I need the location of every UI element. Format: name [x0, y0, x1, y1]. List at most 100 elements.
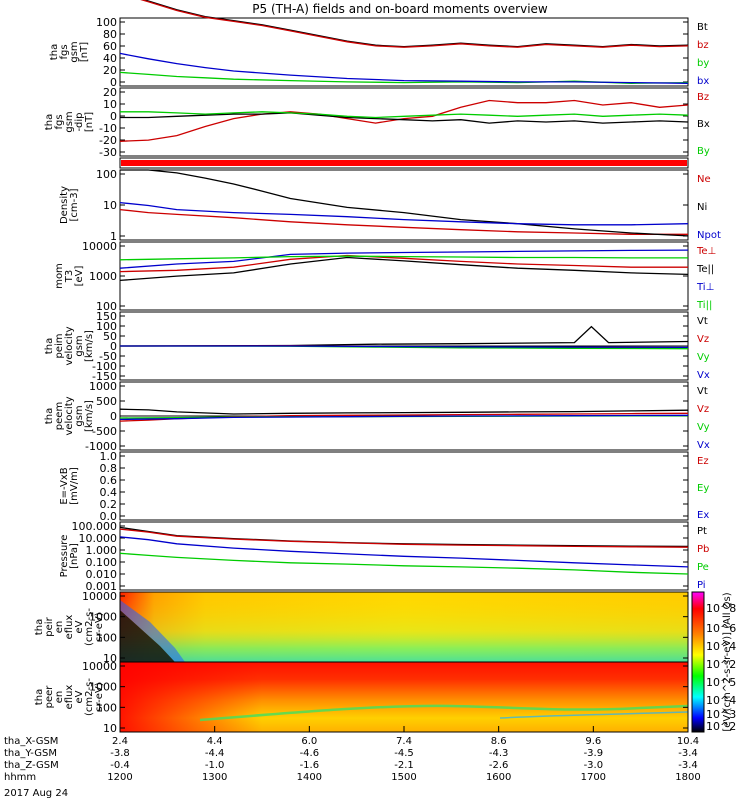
y-axis-label: [nPa]: [69, 543, 80, 569]
y-tick-label: 0.2: [100, 498, 118, 511]
x-axis-row-label: tha_Z-GSM: [4, 760, 59, 771]
x-tick-label: 8.6: [491, 736, 507, 747]
legend-label: Pb: [697, 544, 709, 555]
y-axis-label: (cm2-s-: [84, 678, 95, 716]
y-axis-label: sr-eV): [94, 612, 105, 641]
y-tick-label: 100: [96, 300, 117, 313]
y-tick-label: 500: [96, 395, 117, 408]
legend-label: Vx: [697, 370, 710, 381]
y-tick-label: 10000: [82, 590, 117, 603]
series-line-bx: [119, 52, 689, 84]
panel-frame: [119, 87, 689, 157]
y-axis-label: eV: [74, 620, 85, 633]
x-tick-label: -1.0: [205, 760, 225, 771]
y-axis-label: [nT]: [84, 112, 95, 132]
legend-label: Ti⊥: [696, 282, 714, 293]
x-tick-label: -3.4: [678, 760, 698, 771]
y-tick-label: 10.000: [79, 532, 118, 545]
ion-spectrogram-dark-region: [120, 610, 175, 662]
y-tick-label: 50: [103, 330, 117, 343]
y-tick-label: 40: [103, 52, 117, 65]
y-axis-label: T3: [64, 270, 75, 283]
y-tick-label: 0.8: [100, 462, 118, 475]
x-tick-label: 1300: [202, 772, 227, 783]
x-tick-label: -3.8: [110, 748, 130, 759]
x-tick-label: -4.4: [205, 748, 225, 759]
y-tick-label: 0: [110, 76, 117, 89]
ion-spectrogram-blue-edge: [120, 600, 185, 662]
y-axis-label: [cm-3]: [69, 188, 80, 221]
panel-peir-spectrogram: 10000 1000 100 10 tha peir en eflux eV (cm2-s-sr-…: [34, 590, 689, 665]
y-axis-label: en: [54, 621, 65, 634]
y-axis-label: Pressure: [59, 535, 70, 578]
legend-label: Vz: [697, 404, 709, 415]
y-tick-label: 10: [103, 98, 117, 111]
x-tick-label: 7.4: [396, 736, 412, 747]
y-tick-label: 0.6: [100, 474, 118, 487]
colorbar-tick-label: 10^6: [706, 622, 736, 635]
y-axis-label: E=-VxB: [59, 467, 70, 504]
y-tick-label: -500: [92, 425, 117, 438]
legend-label: Bx: [697, 119, 710, 130]
y-axis-label: gsm: [69, 41, 80, 62]
y-tick-label: 20: [103, 64, 117, 77]
y-axis-label: tha: [44, 408, 55, 424]
legend-label: bz: [697, 40, 709, 51]
panel-peem-velocity: 1000 500 0 -500 -1000 tha peem velocity gsm [km/s…: [44, 380, 710, 453]
y-tick-label: 60: [103, 40, 117, 53]
y-tick-label: 150: [96, 310, 117, 323]
y-tick-label: -150: [92, 370, 117, 383]
y-axis-label: -dip: [74, 112, 85, 131]
y-tick-label: 100: [96, 631, 117, 644]
legend-label: Vx: [697, 440, 710, 451]
y-axis-label: tha: [34, 689, 45, 705]
y-axis-label: [eV]: [74, 266, 85, 287]
y-tick-label: 0: [110, 410, 117, 423]
x-tick-label: -3.9: [584, 748, 604, 759]
y-tick-label: 1000: [89, 681, 117, 694]
legend-label: by: [697, 58, 709, 69]
y-axis-label: [km/s]: [84, 330, 95, 362]
legend-label: Ne: [697, 174, 711, 185]
y-axis-label: tha: [44, 338, 55, 354]
colorbar-tick-label: 10^3: [706, 708, 736, 721]
y-axis-label: eflux: [64, 615, 75, 640]
x-tick-label: 1600: [486, 772, 511, 783]
y-tick-label: -100: [92, 360, 117, 373]
legend-label: Vy: [697, 352, 710, 363]
series-line-Pe: [119, 552, 689, 575]
series-line-Vx: [120, 345, 689, 349]
x-tick-label: 1200: [107, 772, 132, 783]
legend-label: Bz: [697, 92, 709, 103]
x-tick-label: 1700: [581, 772, 606, 783]
x-axis-row-label: tha_Y-GSM: [4, 748, 57, 759]
series-line-Pb: [119, 528, 689, 548]
series-line-Bz: [119, 99, 689, 142]
y-axis-label: gsm: [74, 405, 85, 426]
series-line-Te||: [119, 256, 689, 282]
x-tick-label: 1500: [391, 772, 416, 783]
y-tick-label: 0: [110, 110, 117, 123]
legend-label: Ey: [697, 483, 709, 494]
series-line-Te⊥: [119, 254, 688, 273]
y-tick-label: 10: [103, 652, 117, 665]
y-axis-label: tha: [49, 44, 60, 60]
y-tick-label: -30: [99, 146, 117, 159]
y-tick-label: -50: [99, 350, 117, 363]
y-tick-label: 100.000: [72, 520, 118, 533]
y-axis-label: eflux: [64, 685, 75, 710]
colorbar-tick-label: 10^4: [706, 694, 736, 707]
legend-label: Vz: [697, 334, 709, 345]
x-axis-row-label: tha_X-GSM: [4, 736, 58, 747]
y-axis-label: fgs: [59, 44, 70, 59]
panel-frame: [119, 17, 689, 87]
legend-label: Vy: [697, 422, 710, 433]
series-line-by: [119, 71, 689, 84]
y-axis-label: peer: [44, 685, 55, 709]
x-tick-label: -2.6: [489, 760, 509, 771]
y-tick-label: 10000: [82, 660, 117, 673]
y-tick-label: 100: [96, 701, 117, 714]
colorbar-tick-label: 10^2: [706, 658, 736, 671]
x-tick-label: 4.4: [207, 736, 223, 747]
